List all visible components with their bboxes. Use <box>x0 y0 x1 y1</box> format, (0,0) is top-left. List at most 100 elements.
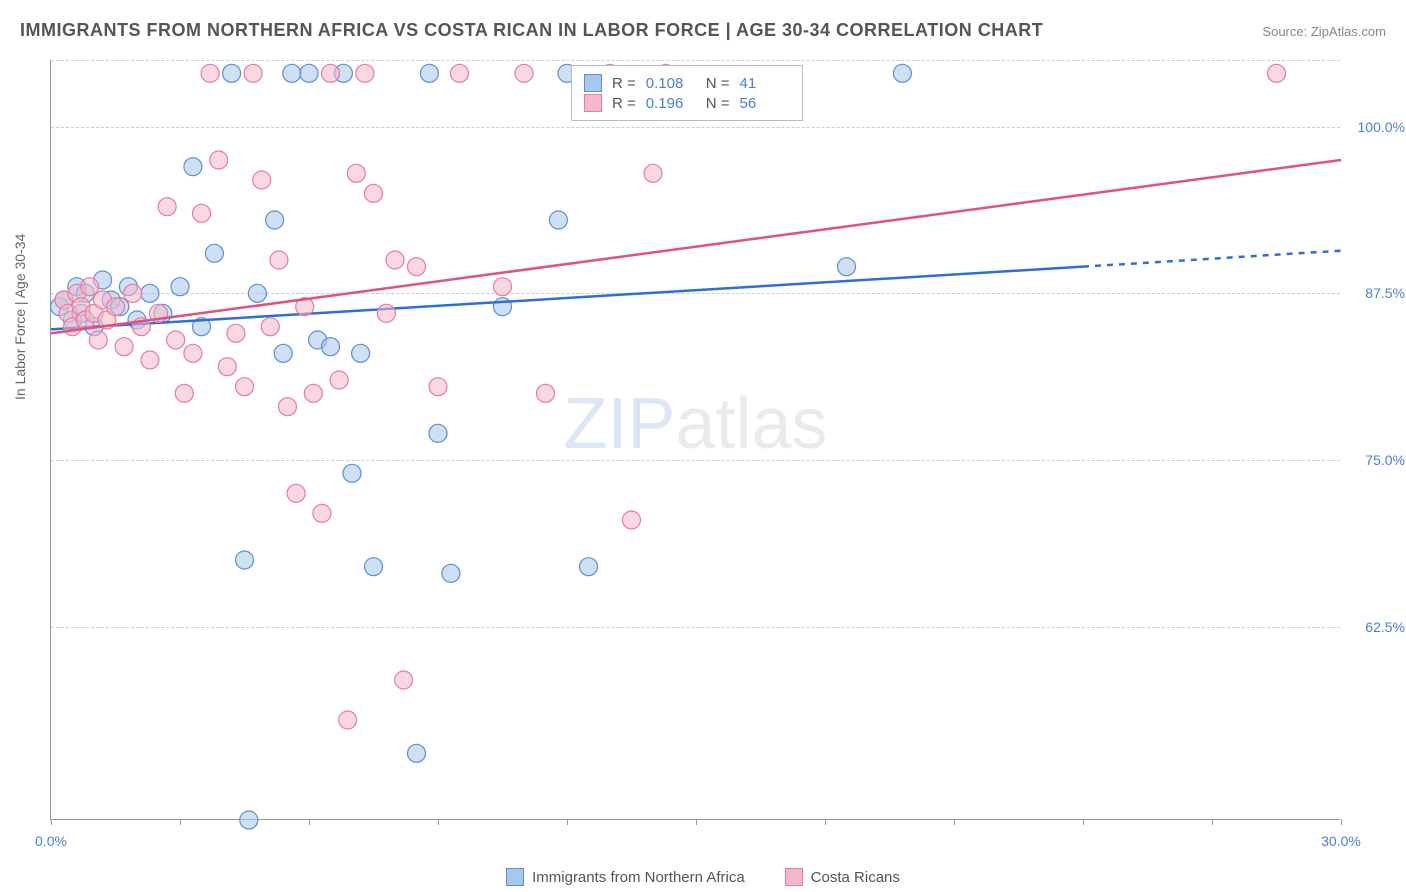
scatter-point <box>451 64 469 82</box>
scatter-point <box>494 278 512 296</box>
scatter-point <box>515 64 533 82</box>
scatter-point <box>270 251 288 269</box>
scatter-point <box>274 344 292 362</box>
scatter-point <box>124 284 142 302</box>
scatter-point <box>420 64 438 82</box>
scatter-point <box>339 711 357 729</box>
scatter-point <box>429 378 447 396</box>
scatter-point <box>537 384 555 402</box>
scatter-point <box>175 384 193 402</box>
scatter-point <box>644 164 662 182</box>
legend-row-series-1: R = 0.108 N = 41 <box>584 74 790 92</box>
x-tick-label: 30.0% <box>1321 833 1361 849</box>
scatter-point <box>386 251 404 269</box>
scatter-point <box>184 158 202 176</box>
scatter-point <box>227 324 245 342</box>
scatter-point <box>240 811 258 829</box>
x-tick <box>1212 819 1213 825</box>
scatter-point <box>623 511 641 529</box>
scatter-point <box>141 351 159 369</box>
r-label: R = <box>612 75 636 92</box>
scatter-point <box>304 384 322 402</box>
scatter-point <box>287 484 305 502</box>
scatter-point <box>223 64 241 82</box>
scatter-point <box>347 164 365 182</box>
legend-item-2: Costa Ricans <box>785 868 900 886</box>
scatter-point <box>167 331 185 349</box>
legend-series: Immigrants from Northern Africa Costa Ri… <box>0 868 1406 886</box>
scatter-point <box>184 344 202 362</box>
trend-line <box>51 267 1083 330</box>
r-value-2: 0.196 <box>646 95 696 112</box>
trend-line-extrapolated <box>1083 251 1341 267</box>
scatter-point <box>408 744 426 762</box>
swatch-series-2 <box>785 868 803 886</box>
chart-title: IMMIGRANTS FROM NORTHERN AFRICA VS COSTA… <box>20 20 1043 41</box>
scatter-point <box>377 304 395 322</box>
x-tick-label: 0.0% <box>35 833 67 849</box>
scatter-point <box>580 558 598 576</box>
scatter-point <box>408 258 426 276</box>
trend-line <box>51 160 1341 333</box>
y-tick-label: 100.0% <box>1345 119 1405 135</box>
scatter-point <box>549 211 567 229</box>
scatter-point <box>395 671 413 689</box>
scatter-point <box>81 278 99 296</box>
source-label: Source: <box>1262 24 1307 39</box>
x-tick <box>825 819 826 825</box>
scatter-point <box>205 244 223 262</box>
scatter-point <box>218 358 236 376</box>
x-tick <box>180 819 181 825</box>
x-tick <box>567 819 568 825</box>
scatter-point <box>442 564 460 582</box>
scatter-point <box>279 398 297 416</box>
scatter-point <box>107 298 125 316</box>
scatter-point <box>300 64 318 82</box>
scatter-point <box>893 64 911 82</box>
scatter-point <box>352 344 370 362</box>
r-value-1: 0.108 <box>646 75 696 92</box>
scatter-point <box>313 504 331 522</box>
scatter-point <box>283 64 301 82</box>
scatter-point <box>244 64 262 82</box>
scatter-point <box>266 211 284 229</box>
x-tick <box>954 819 955 825</box>
scatter-point <box>356 64 374 82</box>
scatter-point <box>248 284 266 302</box>
n-label: N = <box>706 75 730 92</box>
n-value-1: 41 <box>740 75 790 92</box>
x-tick <box>51 819 52 825</box>
source-name[interactable]: ZipAtlas.com <box>1311 24 1386 39</box>
y-tick-label: 62.5% <box>1345 619 1405 635</box>
correlation-chart: IMMIGRANTS FROM NORTHERN AFRICA VS COSTA… <box>0 0 1406 892</box>
scatter-point <box>115 338 133 356</box>
scatter-point <box>365 558 383 576</box>
source-credit: Source: ZipAtlas.com <box>1262 24 1386 39</box>
scatter-point <box>193 204 211 222</box>
scatter-point <box>236 551 254 569</box>
scatter-point <box>141 284 159 302</box>
legend-label-2: Costa Ricans <box>811 869 900 886</box>
x-tick <box>438 819 439 825</box>
legend-stats: R = 0.108 N = 41 R = 0.196 N = 56 <box>571 65 803 121</box>
y-tick-label: 75.0% <box>1345 452 1405 468</box>
swatch-series-2 <box>584 94 602 112</box>
scatter-point <box>89 331 107 349</box>
scatter-point <box>158 198 176 216</box>
scatter-point <box>365 184 383 202</box>
scatter-point <box>330 371 348 389</box>
r-label: R = <box>612 95 636 112</box>
y-axis-label: In Labor Force | Age 30-34 <box>12 234 28 400</box>
plot-area: ZIPatlas 75.0%100.0%62.5%87.5% 0.0%30.0%… <box>50 60 1340 820</box>
scatter-point <box>261 318 279 336</box>
scatter-point <box>201 64 219 82</box>
scatter-point <box>171 278 189 296</box>
scatter-point <box>322 338 340 356</box>
x-tick <box>309 819 310 825</box>
x-tick <box>1341 819 1342 825</box>
n-label: N = <box>706 95 730 112</box>
y-tick-label: 87.5% <box>1345 285 1405 301</box>
scatter-point <box>838 258 856 276</box>
legend-row-series-2: R = 0.196 N = 56 <box>584 94 790 112</box>
n-value-2: 56 <box>740 95 790 112</box>
